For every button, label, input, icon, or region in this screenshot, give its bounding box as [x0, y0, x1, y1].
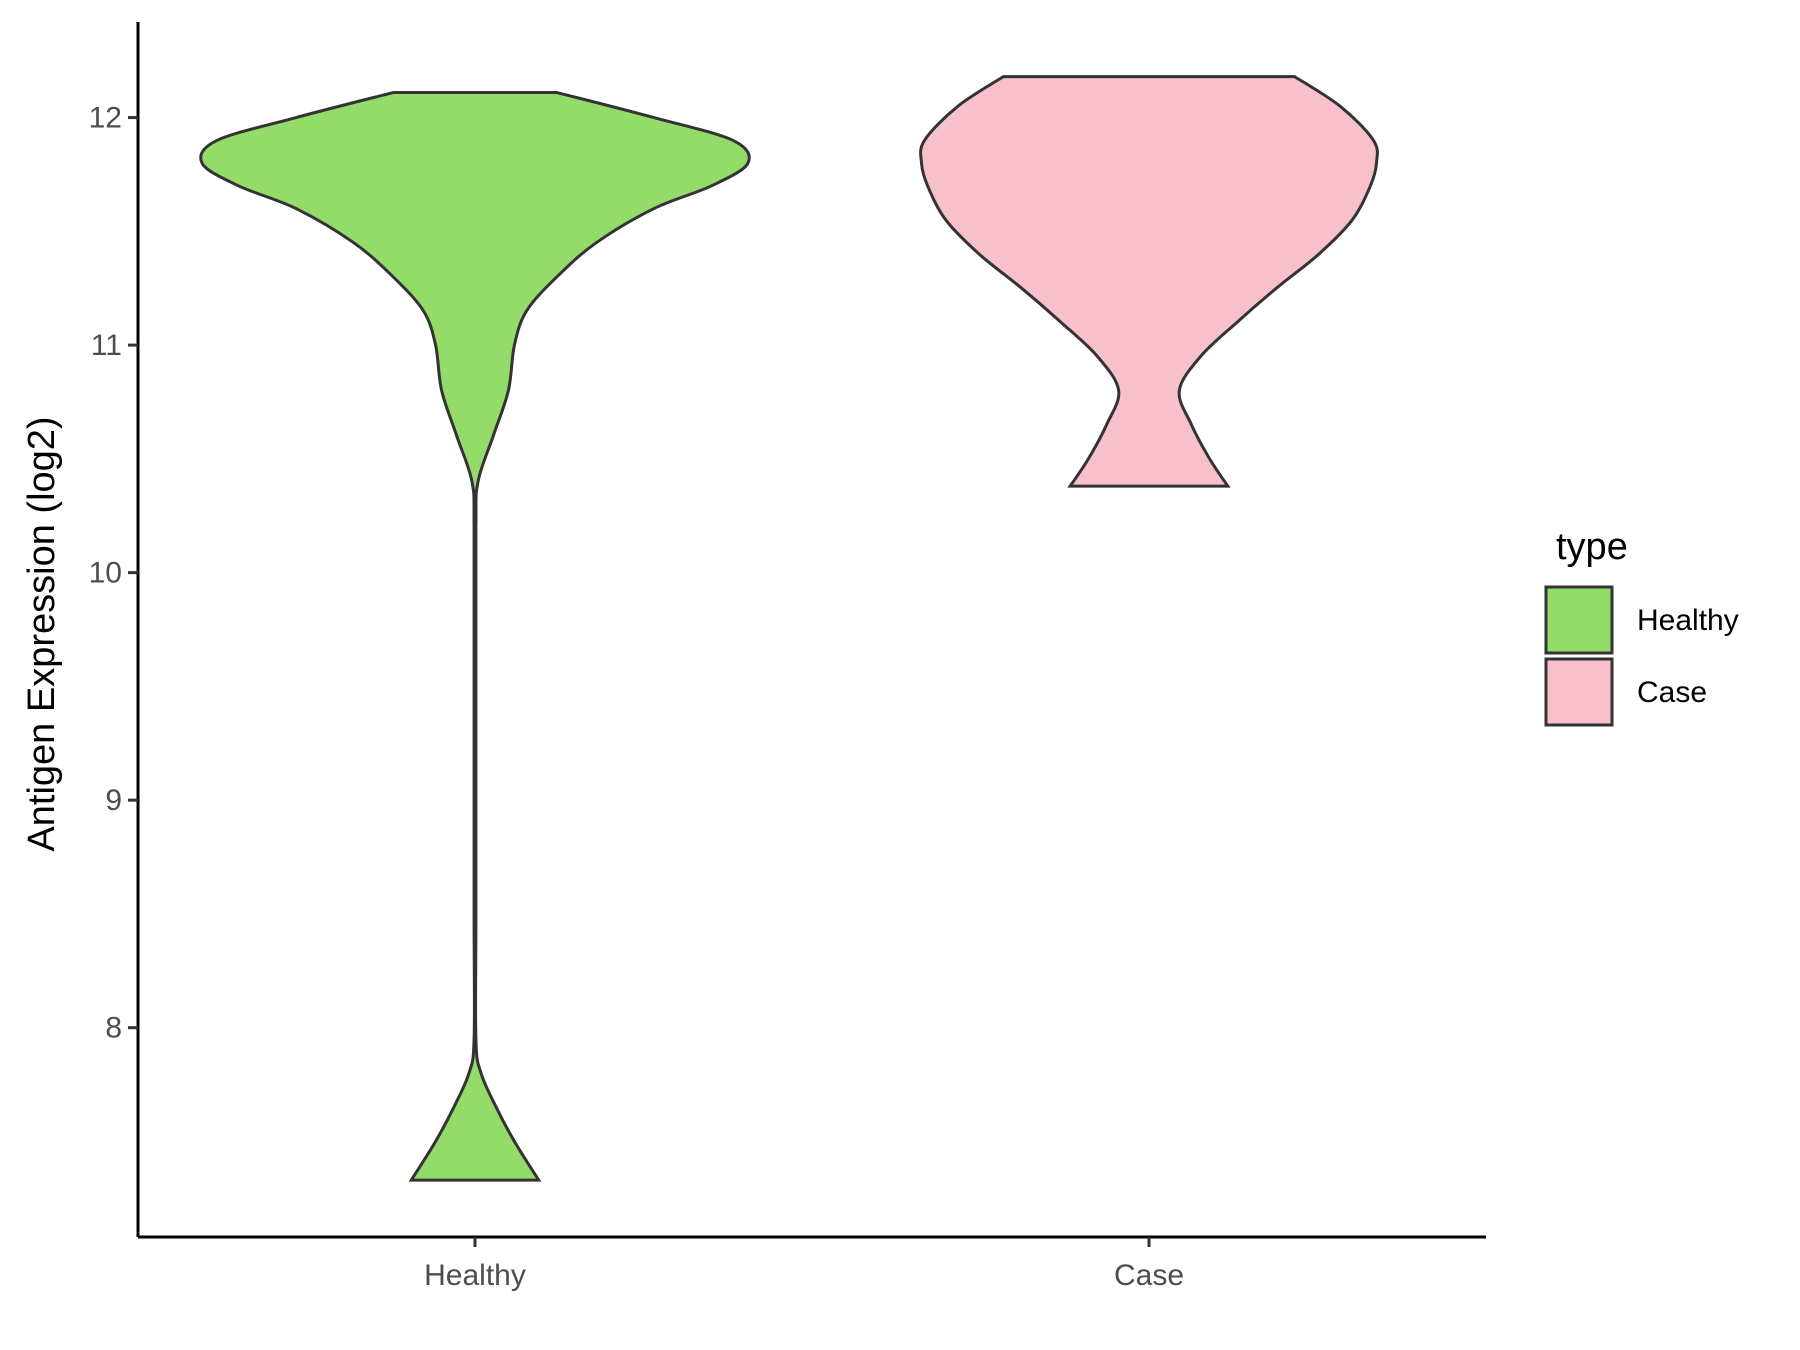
x-tick-label: Case: [1114, 1259, 1184, 1292]
legend-key: [1544, 657, 1614, 727]
y-axis-title: Antigen Expression (log2): [21, 416, 63, 851]
y-tick-label: 10: [89, 557, 122, 590]
y-tick-label: 9: [105, 784, 122, 817]
y-ticks: 8 9 10 11 12: [89, 102, 138, 1045]
legend-title: type: [1556, 526, 1628, 568]
legend-label: Healthy: [1637, 604, 1739, 637]
y-tick-label: 12: [89, 102, 122, 135]
legend-items: Healthy Case: [1544, 585, 1739, 727]
violin-healthy: [199, 91, 751, 1182]
y-tick-label: 8: [105, 1012, 122, 1045]
violins-layer: [199, 75, 1379, 1182]
legend-label: Case: [1637, 676, 1707, 709]
x-tick-label: Healthy: [424, 1259, 526, 1292]
legend-key: [1544, 585, 1614, 655]
x-ticks: Healthy Case: [424, 1237, 1184, 1292]
y-tick-label: 11: [91, 329, 122, 362]
violin-case: [919, 75, 1379, 488]
legend: type Healthy Case: [1544, 526, 1739, 727]
